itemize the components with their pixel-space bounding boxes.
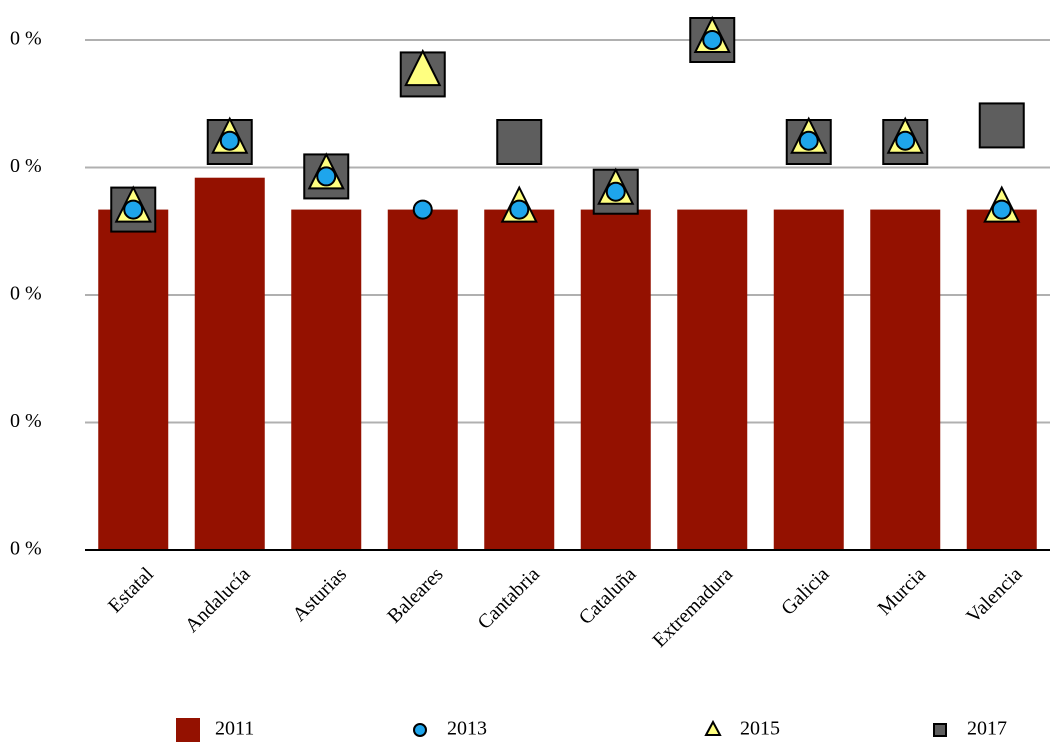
circle-marker [798, 130, 819, 151]
circle-marker [991, 199, 1012, 220]
circle-marker [702, 30, 723, 50]
bar [194, 177, 265, 550]
y-tick-label: 0 % [10, 410, 42, 432]
y-tick-label: 0 % [10, 155, 42, 177]
x-tick-label: Asturias [288, 563, 351, 626]
y-tick-label: 0 % [10, 538, 42, 560]
bar [773, 209, 844, 550]
x-tick-label: Extremadura [648, 563, 737, 652]
y-tick-label: 0 % [10, 28, 42, 50]
legend-swatch [413, 723, 427, 737]
bar [484, 209, 555, 550]
square-marker [496, 119, 543, 165]
legend-swatch [704, 719, 722, 736]
bar [580, 209, 651, 550]
x-tick-label: Estatal [104, 563, 158, 617]
circle-marker [605, 181, 626, 202]
legend-swatch [933, 723, 947, 737]
bar [677, 209, 748, 550]
circle-marker [412, 199, 433, 220]
circle-marker [219, 130, 240, 151]
x-tick-label: Baleares [383, 563, 447, 627]
square-marker [978, 102, 1025, 149]
bar [966, 209, 1037, 550]
legend-label: 2015 [740, 718, 780, 740]
x-tick-label: Cantabria [473, 563, 544, 634]
legend-label: 2017 [967, 718, 1007, 740]
circle-marker [316, 166, 337, 187]
x-tick-label: Galicia [777, 563, 833, 619]
x-tick-label: Andalucía [181, 563, 255, 637]
legend-label: 2011 [215, 718, 254, 740]
circle-marker [895, 130, 916, 151]
bar [98, 209, 169, 550]
circle-marker [509, 199, 530, 220]
y-tick-label: 0 % [10, 283, 42, 305]
x-tick-label: Murcia [874, 563, 930, 619]
bar [291, 209, 362, 550]
bar [387, 209, 458, 550]
x-tick-label: Valencia [962, 563, 1026, 627]
x-tick-label: Cataluña [575, 563, 641, 629]
circle-marker [123, 199, 144, 220]
triangle-marker [404, 48, 442, 87]
bar [870, 209, 941, 550]
legend-label: 2013 [447, 718, 487, 740]
legend-swatch [176, 718, 200, 742]
